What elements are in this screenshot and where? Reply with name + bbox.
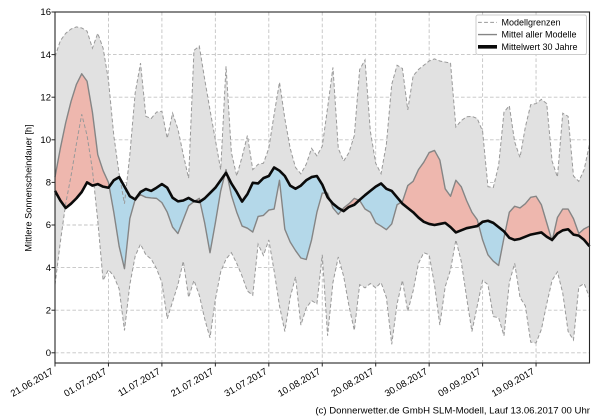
svg-text:14: 14 [40,50,51,61]
svg-text:Mittel aller Modelle: Mittel aller Modelle [502,30,577,40]
svg-text:4: 4 [46,263,51,274]
svg-text:8: 8 [46,178,51,189]
svg-text:10: 10 [40,135,51,146]
svg-text:2: 2 [46,305,51,316]
svg-text:(c) Donnerwetter.de GmbH SLM-M: (c) Donnerwetter.de GmbH SLM-Modell, Lau… [315,406,590,417]
svg-text:16: 16 [40,7,51,18]
svg-text:Modellgrenzen: Modellgrenzen [502,17,561,27]
svg-text:Mittlere Sonnenscheindauer [h]: Mittlere Sonnenscheindauer [h] [24,124,34,251]
svg-text:0: 0 [46,348,51,359]
svg-text:Mittelwert 30 Jahre: Mittelwert 30 Jahre [502,42,578,52]
svg-text:12: 12 [40,92,51,103]
svg-text:6: 6 [46,220,51,231]
